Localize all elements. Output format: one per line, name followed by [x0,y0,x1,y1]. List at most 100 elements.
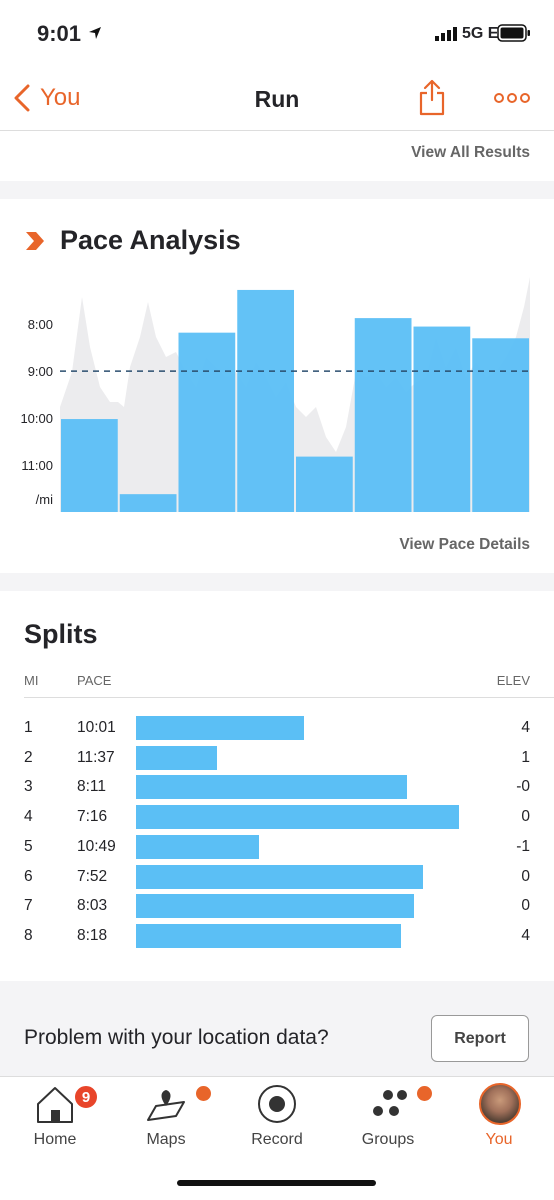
y-tick-label: 11:00 [21,458,53,473]
split-mile: 8 [24,926,33,944]
chevron-right-icon [26,231,44,250]
y-tick-label: 8:00 [28,317,53,332]
nav-bar: You Run [0,64,554,131]
split-mile: 2 [24,748,33,766]
signal-icon [435,27,457,41]
y-tick-label: 10:00 [20,411,53,426]
tab-record[interactable]: Record [222,1077,332,1167]
tab-label-maps: Maps [146,1131,186,1148]
pace-bar [413,326,471,512]
pace-trace-area [60,277,530,512]
back-label: You [40,84,81,111]
split-elevation: -1 [516,837,530,855]
split-mile: 4 [24,808,33,826]
split-mile: 6 [24,867,33,885]
split-pace-bar [136,716,304,740]
status-time: 9:01 [37,21,82,46]
split-pace: 7:52 [77,867,108,885]
page-title: Run [254,86,300,112]
split-elevation: 0 [521,897,530,915]
split-row: 6 7:52 0 [0,862,554,892]
split-pace-bar [136,864,424,889]
avatar [479,1083,521,1125]
tab-label-home: Home [33,1131,77,1148]
split-pace: 10:01 [77,719,116,736]
split-pace-bar [136,834,259,859]
split-pace: 11:37 [77,748,115,766]
pace-bar [472,338,529,512]
pace-chart: 8:00 9:00 10:00 11:00/mi [20,277,530,512]
column-header-elev: ELEV [496,673,530,688]
split-row: 4 7:16 0 [0,802,554,832]
pace-bar [296,456,353,512]
location-problem-text: Problem with your location data? [24,1026,329,1049]
splits-title: Splits [24,619,98,649]
tab-maps[interactable]: Maps [111,1077,221,1167]
split-elevation: 0 [521,867,530,885]
share-icon[interactable] [418,78,446,116]
split-pace: 8:11 [77,778,107,796]
split-pace-bar [136,923,401,948]
chevron-left-icon [14,84,30,112]
column-header-mi: MI [24,673,39,688]
groups-notification-dot [417,1086,432,1101]
view-all-results-link[interactable]: View All Results [411,144,530,161]
split-elevation: 1 [521,748,530,766]
tab-home[interactable]: 9 Home [0,1077,110,1167]
split-elevation: -0 [516,778,530,796]
results-card: View All Results [0,131,554,181]
split-elevation: 0 [521,808,530,826]
pace-bar [119,494,177,512]
split-pace-bar [136,894,414,919]
tab-label-groups: Groups [361,1131,415,1148]
split-pace: 10:49 [77,837,116,855]
pace-bar [61,419,118,512]
split-row: 3 8:11 -0 [0,772,554,802]
report-button[interactable]: Report [431,1015,529,1062]
home-indicator [177,1180,376,1186]
pace-bar [354,318,412,512]
split-row: 5 10:49 -1 [0,832,554,862]
location-arrow-icon [89,27,101,39]
pace-analysis-title: Pace Analysis [60,225,241,255]
tab-you[interactable]: You [444,1077,554,1167]
home-badge: 9 [73,1084,99,1110]
split-pace-bar [136,775,408,800]
split-elevation: 4 [521,926,530,944]
split-elevation: 4 [521,719,530,736]
split-pace-bar [136,805,459,830]
pace-analysis-card: Pace Analysis 8:00 9:00 10:00 11:00/mi View… [0,199,554,573]
split-mile: 5 [24,837,33,855]
network-label: 5G E [462,25,499,42]
split-mile: 7 [24,897,33,915]
split-row: 8 8:18 4 [0,921,554,951]
split-mile: 3 [24,778,33,796]
home-icon [37,1087,73,1123]
split-row: 1 10:01 4 [0,713,554,743]
view-pace-details-link[interactable]: View Pace Details [399,536,530,553]
split-pace: 8:18 [77,926,108,944]
groups-icon [373,1090,407,1116]
tab-groups[interactable]: Groups [333,1077,443,1167]
back-button[interactable]: You [12,82,81,114]
battery-icon [497,24,530,42]
split-pace-bar [136,745,217,770]
y-tick-label: 9:00 [28,364,53,379]
column-header-pace: PACE [77,673,112,688]
tab-label-you: You [485,1131,513,1148]
y-unit-label: /mi [36,492,53,507]
splits-divider [24,697,554,698]
tab-label-record: Record [251,1131,303,1148]
split-mile: 1 [24,719,33,736]
maps-icon [147,1090,185,1121]
split-row: 7 8:03 0 [0,891,554,921]
pace-bar [178,332,236,512]
split-row: 2 11:37 1 [0,743,554,773]
tab-bar: 9 Home Maps Record Groups You [0,1076,554,1200]
pace-bar [237,289,294,512]
status-bar: 9:01 5G E [0,0,554,64]
splits-card: Splits MI PACE ELEV 1 10:01 4 2 11:37 1 3 8:11 -… [0,591,554,981]
record-icon [258,1085,296,1123]
split-pace: 7:16 [77,808,108,826]
more-options-icon[interactable] [492,86,532,110]
